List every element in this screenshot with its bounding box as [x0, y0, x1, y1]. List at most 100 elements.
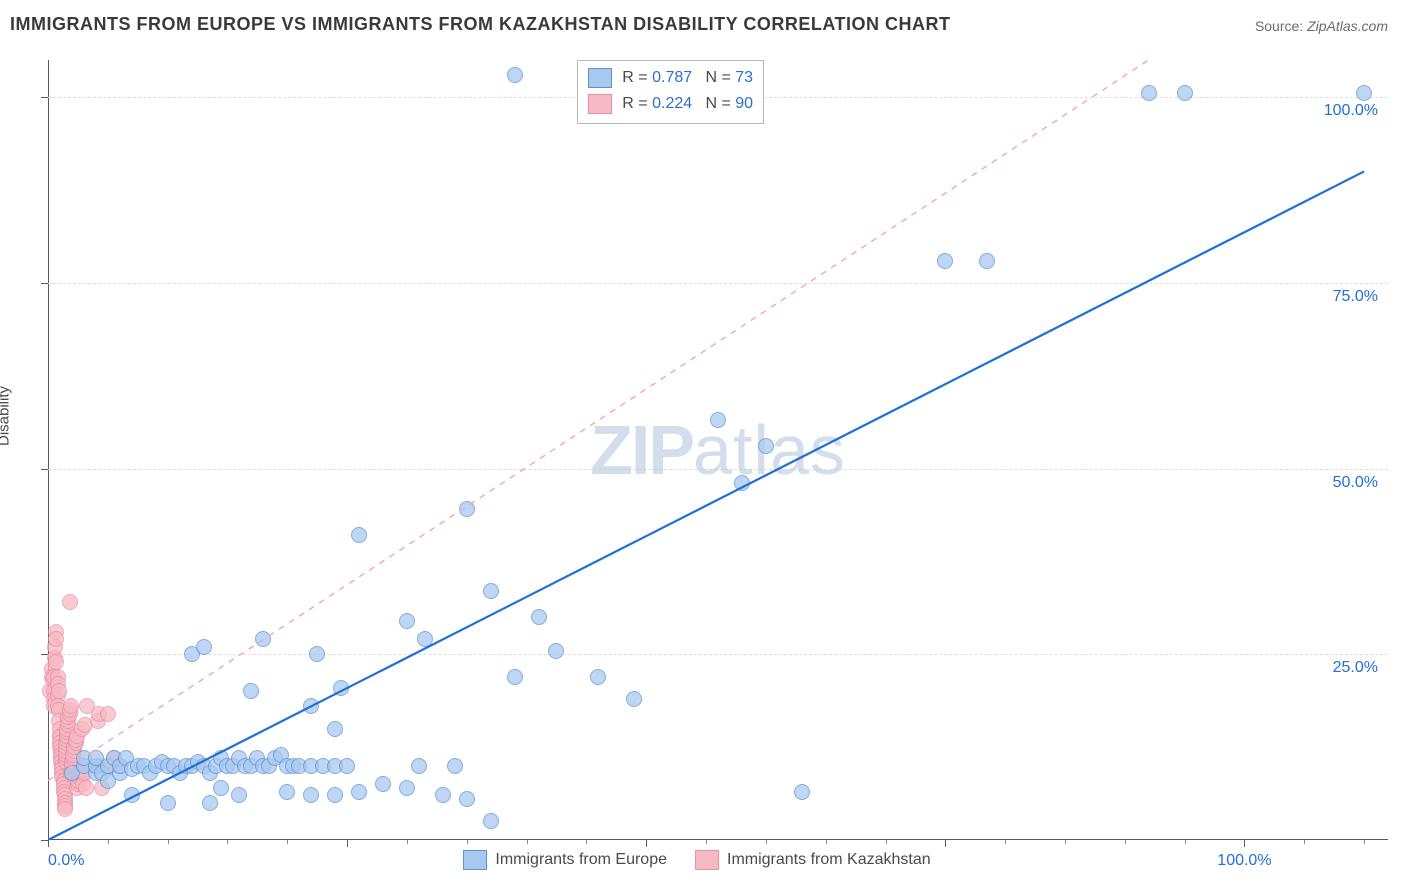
point-europe	[333, 680, 349, 696]
point-europe	[327, 787, 343, 803]
point-europe	[411, 758, 427, 774]
point-europe	[734, 475, 750, 491]
point-europe	[459, 791, 475, 807]
plot-area: ZIPatlas R = 0.787 N = 73R = 0.224 N = 9…	[48, 60, 1388, 840]
point-europe	[710, 412, 726, 428]
point-europe	[351, 784, 367, 800]
point-kazakhstan	[78, 780, 94, 796]
point-europe	[327, 721, 343, 737]
trendline-europe	[48, 171, 1364, 840]
point-europe	[531, 609, 547, 625]
x-tick-minor	[108, 840, 109, 844]
source-value: ZipAtlas.com	[1307, 18, 1388, 34]
point-kazakhstan	[57, 801, 73, 817]
point-europe	[213, 780, 229, 796]
y-tick	[41, 469, 48, 470]
gridline	[48, 283, 1388, 284]
point-europe	[417, 631, 433, 647]
point-europe	[231, 787, 247, 803]
point-europe	[979, 253, 995, 269]
point-europe	[548, 643, 564, 659]
x-tick	[347, 840, 348, 847]
source-label: Source:	[1255, 18, 1303, 34]
legend-label: Immigrants from Europe	[495, 851, 667, 869]
chart-container: IMMIGRANTS FROM EUROPE VS IMMIGRANTS FRO…	[0, 0, 1406, 892]
point-europe	[399, 613, 415, 629]
point-europe	[794, 784, 810, 800]
x-tick	[48, 840, 49, 847]
legend-swatch	[463, 850, 487, 870]
point-europe	[483, 583, 499, 599]
x-tick-minor	[706, 840, 707, 844]
point-europe	[507, 67, 523, 83]
x-tick	[945, 840, 946, 847]
y-tick	[41, 283, 48, 284]
correlation-text: R = 0.224 N = 90	[622, 95, 753, 113]
x-tick	[646, 840, 647, 847]
x-tick-minor	[1304, 840, 1305, 844]
point-europe	[626, 691, 642, 707]
point-kazakhstan	[48, 654, 64, 670]
y-axis-title: Disability	[0, 386, 13, 446]
correlation-text: R = 0.787 N = 73	[622, 69, 753, 87]
point-europe	[459, 501, 475, 517]
x-tick-minor	[1125, 840, 1126, 844]
point-europe	[303, 698, 319, 714]
y-tick-label: 50.0%	[1333, 474, 1378, 492]
point-europe	[255, 631, 271, 647]
x-tick-label-hi: 100.0%	[1217, 852, 1271, 870]
legend-item: Immigrants from Kazakhstan	[695, 850, 931, 870]
point-europe	[435, 787, 451, 803]
point-europe	[279, 784, 295, 800]
gridline	[48, 469, 1388, 470]
correlation-row: R = 0.224 N = 90	[588, 91, 753, 117]
point-europe	[351, 527, 367, 543]
point-europe	[507, 669, 523, 685]
gridline	[48, 654, 1388, 655]
point-europe	[1177, 85, 1193, 101]
point-kazakhstan	[100, 706, 116, 722]
page-title: IMMIGRANTS FROM EUROPE VS IMMIGRANTS FRO…	[10, 14, 950, 35]
point-europe	[202, 795, 218, 811]
x-tick-minor	[1364, 840, 1365, 844]
point-europe	[243, 683, 259, 699]
point-europe	[937, 253, 953, 269]
x-tick-minor	[586, 840, 587, 844]
point-europe	[303, 787, 319, 803]
y-tick-label: 100.0%	[1324, 102, 1378, 120]
x-tick-minor	[1065, 840, 1066, 844]
legend-item: Immigrants from Europe	[463, 850, 667, 870]
point-europe	[160, 795, 176, 811]
correlation-row: R = 0.787 N = 73	[588, 65, 753, 91]
x-tick-minor	[227, 840, 228, 844]
x-tick-minor	[766, 840, 767, 844]
y-tick-label: 75.0%	[1333, 288, 1378, 306]
x-tick	[1244, 840, 1245, 847]
point-europe	[758, 438, 774, 454]
legend-swatch	[588, 94, 612, 114]
point-europe	[375, 776, 391, 792]
point-europe	[1141, 85, 1157, 101]
x-tick-minor	[826, 840, 827, 844]
watermark-zip: ZIP	[590, 411, 693, 489]
point-europe	[447, 758, 463, 774]
legend-label: Immigrants from Kazakhstan	[727, 851, 931, 869]
y-tick	[41, 97, 48, 98]
point-europe	[339, 758, 355, 774]
point-kazakhstan	[62, 594, 78, 610]
point-europe	[124, 787, 140, 803]
legend-swatch	[695, 850, 719, 870]
x-tick-minor	[467, 840, 468, 844]
series-legend: Immigrants from Europe Immigrants from Ka…	[463, 850, 930, 870]
point-kazakhstan	[63, 698, 79, 714]
correlation-legend: R = 0.787 N = 73 R = 0.224 N = 90	[577, 60, 764, 124]
x-tick-minor	[168, 840, 169, 844]
x-tick-minor	[886, 840, 887, 844]
point-europe	[483, 813, 499, 829]
x-tick-minor	[1185, 840, 1186, 844]
x-tick-minor	[407, 840, 408, 844]
y-tick-label: 25.0%	[1333, 659, 1378, 677]
point-europe	[590, 669, 606, 685]
y-tick	[41, 840, 48, 841]
point-europe	[309, 646, 325, 662]
